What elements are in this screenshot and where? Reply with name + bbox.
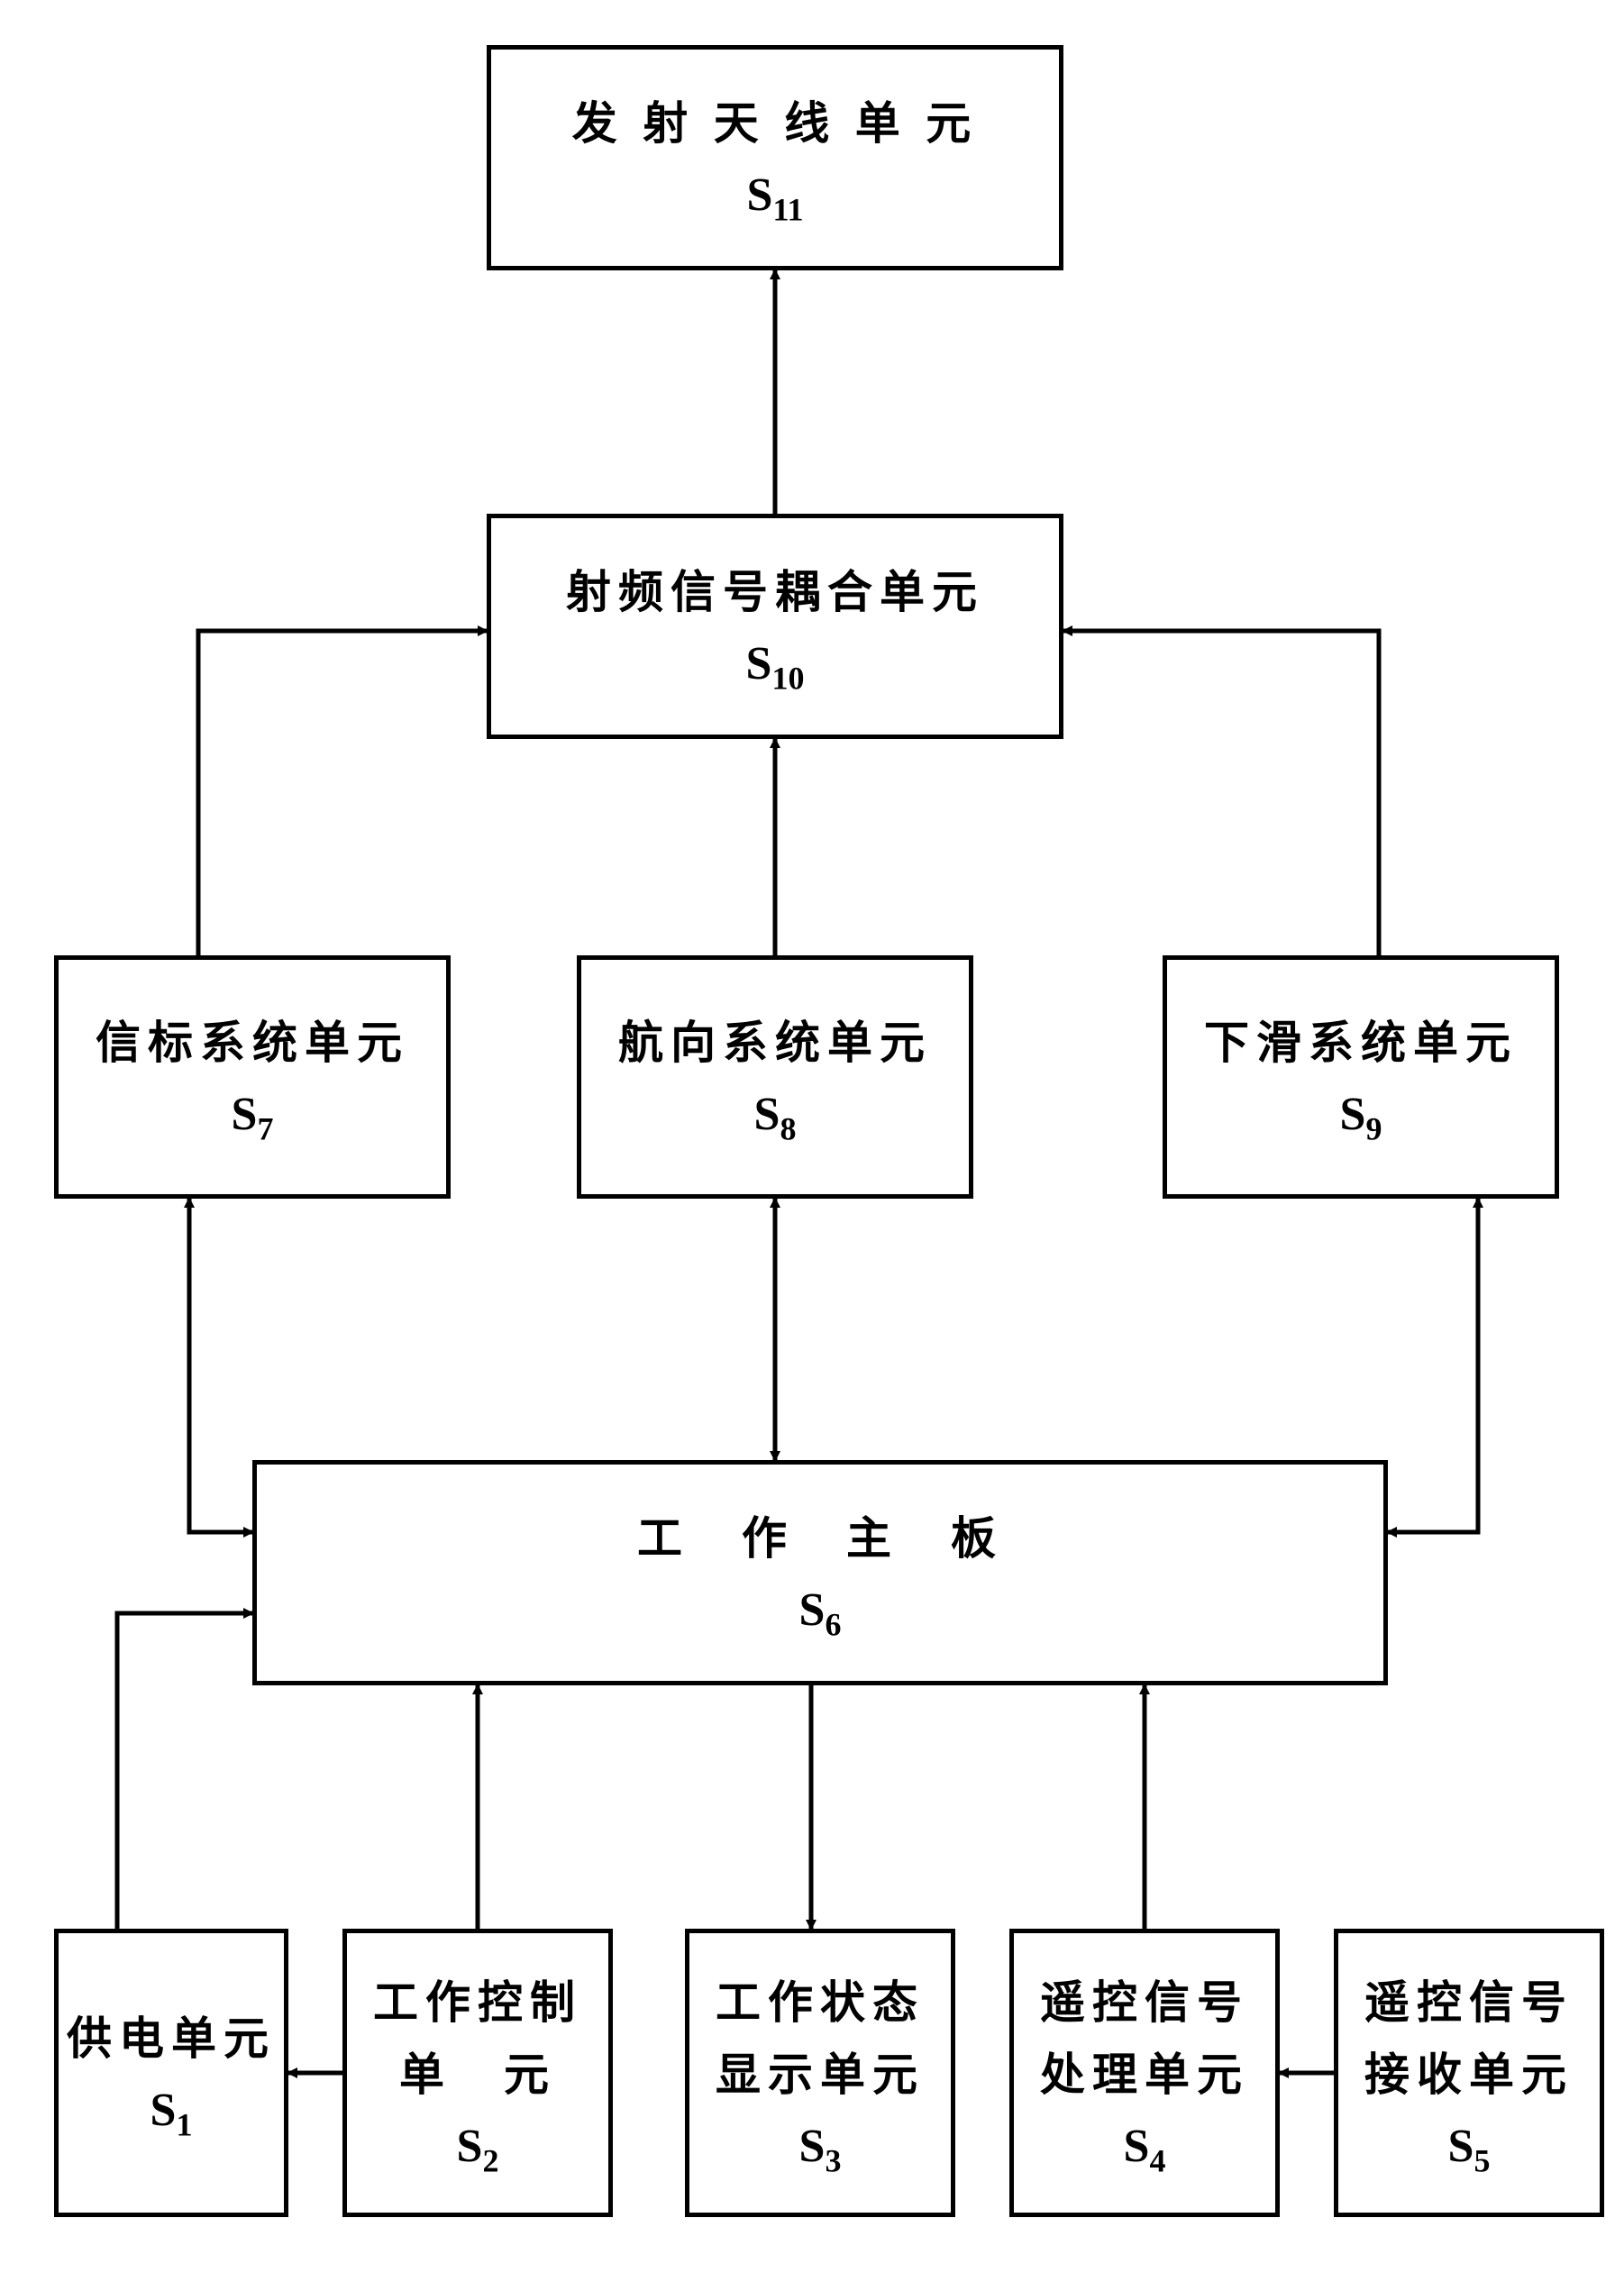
node-title2: 处理单元	[1040, 2039, 1249, 2111]
node-sub: S11	[747, 169, 804, 228]
node-sub: S2	[457, 2120, 499, 2179]
node-title2: 接收单元	[1364, 2039, 1574, 2111]
node-title: 发 射 天 线 单 元	[572, 87, 979, 160]
node-sub: S4	[1124, 2120, 1166, 2179]
node-s6: 工 作 主 板 S6	[252, 1460, 1388, 1685]
node-s5: 遥控信号 接收单元 S5	[1334, 1929, 1604, 2217]
node-s8: 航向系统单元 S8	[577, 955, 973, 1199]
node-s1: 供电单元 S1	[54, 1929, 288, 2217]
node-title: 工作状态	[716, 1967, 925, 2039]
node-sub: S10	[746, 637, 805, 697]
node-title: 供电单元	[67, 2003, 276, 2075]
node-s7: 信标系统单元 S7	[54, 955, 451, 1199]
node-sub: S1	[151, 2084, 193, 2143]
node-title: 下滑系统单元	[1204, 1007, 1518, 1079]
node-title: 射频信号耦合单元	[566, 556, 984, 628]
node-sub: S3	[799, 2120, 842, 2179]
node-title: 航向系统单元	[618, 1007, 932, 1079]
node-s11: 发 射 天 线 单 元 S11	[487, 45, 1063, 270]
node-title: 遥控信号	[1364, 1967, 1574, 2039]
node-sub: S6	[799, 1584, 842, 1643]
node-s2: 工作控制 单 元 S2	[342, 1929, 613, 2217]
node-sub: S5	[1448, 2120, 1491, 2179]
node-title: 信标系统单元	[96, 1007, 409, 1079]
node-title: 遥控信号	[1040, 1967, 1249, 2039]
node-s4: 遥控信号 处理单元 S4	[1009, 1929, 1280, 2217]
node-sub: S8	[754, 1088, 797, 1147]
node-s9: 下滑系统单元 S9	[1163, 955, 1559, 1199]
node-title: 工 作 主 板	[637, 1502, 1003, 1574]
node-title2: 单 元	[399, 2039, 556, 2111]
node-sub: S7	[232, 1088, 274, 1147]
node-s10: 射频信号耦合单元 S10	[487, 514, 1063, 739]
node-s3: 工作状态 显示单元 S3	[685, 1929, 955, 2217]
node-title2: 显示单元	[716, 2039, 925, 2111]
node-title: 工作控制	[373, 1967, 582, 2039]
node-sub: S9	[1340, 1088, 1382, 1147]
